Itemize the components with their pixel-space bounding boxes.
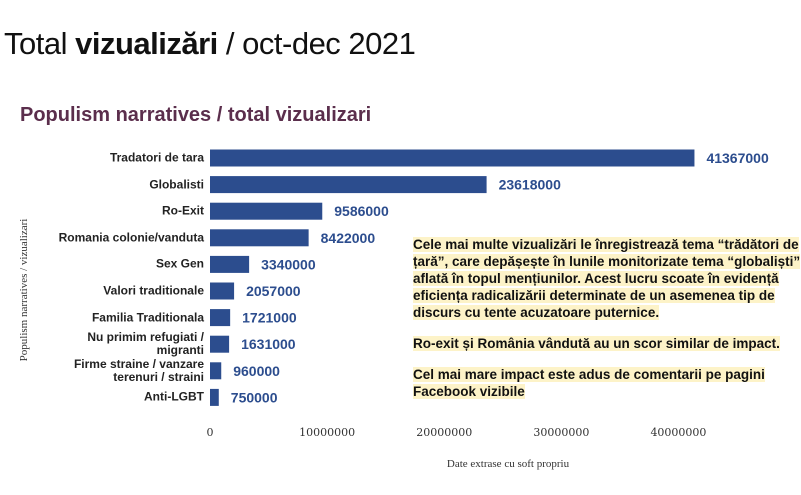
x-tick-label: 0: [207, 426, 214, 439]
category-label: Valori traditionale: [103, 283, 204, 298]
category-label: Familia Traditionala: [91, 310, 204, 325]
x-tick-label: 30000000: [533, 426, 589, 439]
page-title: Total vizualizări / oct-dec 2021: [4, 26, 416, 62]
bar: [210, 176, 487, 194]
y-axis-label: Populism narratives / vizualizari: [18, 219, 30, 362]
x-tick-label: 40000000: [650, 426, 706, 439]
bar: [210, 255, 250, 273]
x-tick-label: 20000000: [416, 426, 472, 439]
category-label: Firme straine / vanzare terenuri / strai…: [73, 356, 204, 384]
value-label: 1721000: [242, 310, 297, 326]
value-label: 750000: [231, 389, 278, 405]
chart-title: Populism narratives / total vizualizari: [20, 104, 372, 126]
category-label: Ro-Exit: [162, 203, 204, 218]
bar: [210, 309, 231, 327]
value-label: 2057000: [246, 283, 301, 299]
bar: [210, 202, 323, 220]
title-part: vizualizări: [75, 26, 218, 61]
annotation-text: Ro-exit și România vândută au un scor si…: [413, 336, 780, 351]
category-label: Nu primim refugiati / migranti: [87, 330, 204, 358]
category-label: Romania colonie/vanduta: [58, 230, 204, 245]
x-axis-label: Date extrase cu soft propriu: [447, 458, 570, 470]
title-part: / oct-dec 2021: [225, 26, 416, 61]
annotation-paragraph: Cele mai multe vizualizări le înregistre…: [413, 236, 801, 321]
bar: [210, 388, 219, 406]
annotation-box: Cele mai multe vizualizări le înregistre…: [413, 236, 801, 414]
category-label: Anti-LGBT: [144, 389, 204, 404]
value-label: 41367000: [706, 150, 769, 166]
bar: [210, 149, 695, 167]
value-label: 1631000: [241, 336, 296, 352]
bar: [210, 362, 222, 380]
value-label: 8422000: [321, 230, 376, 246]
annotation-paragraph: Cel mai mare impact este adus de comenta…: [413, 366, 801, 400]
value-label: 3340000: [261, 256, 316, 272]
bar: [210, 282, 235, 300]
annotation-paragraph: Ro-exit și România vândută au un scor si…: [413, 335, 801, 352]
value-label: 23618000: [499, 177, 562, 193]
value-label: 9586000: [334, 203, 389, 219]
bar: [210, 229, 309, 247]
annotation-text: Cele mai multe vizualizări le înregistre…: [413, 237, 801, 320]
x-tick-label: 10000000: [299, 426, 355, 439]
bar: [210, 335, 230, 353]
title-part: Total: [4, 26, 67, 61]
category-label: Sex Gen: [155, 256, 204, 271]
value-label: 960000: [233, 363, 280, 379]
category-label: Globalisti: [149, 177, 204, 192]
category-label: Tradatori de tara: [109, 150, 204, 165]
annotation-text: Cel mai mare impact este adus de comenta…: [413, 367, 765, 399]
